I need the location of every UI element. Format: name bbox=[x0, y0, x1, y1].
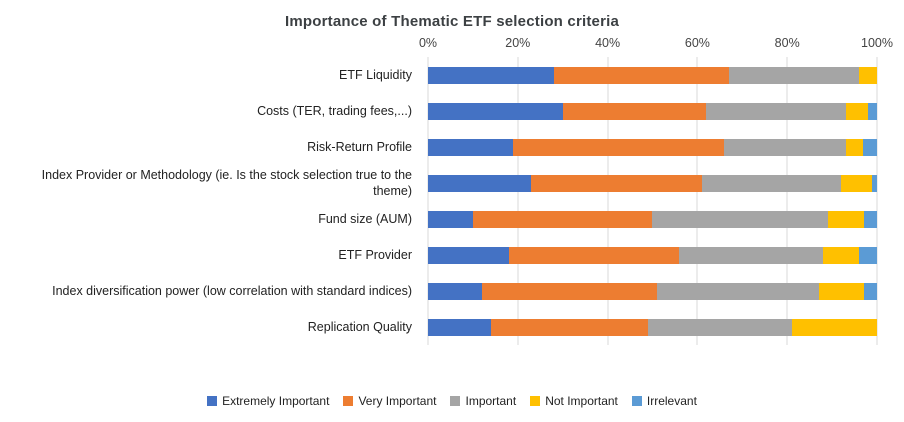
x-axis: 0% 20% 40% 60% 80% 100% bbox=[419, 36, 893, 51]
bar-segment-important bbox=[706, 102, 846, 120]
gridline bbox=[517, 57, 519, 345]
category-label: ETF Provider bbox=[338, 247, 412, 262]
bar-segment-extremely-important bbox=[428, 174, 532, 192]
legend-swatch bbox=[207, 396, 218, 406]
x-axis-tick: 20% bbox=[505, 36, 531, 50]
category-label: ETF Liquidity bbox=[339, 67, 412, 82]
chart-row: Risk-Return Profile bbox=[0, 129, 877, 165]
x-axis-tick: 80% bbox=[774, 36, 800, 50]
legend-label: Extremely Important bbox=[222, 394, 330, 408]
legend-item: Very Important bbox=[343, 394, 436, 408]
x-axis-tick: 100% bbox=[861, 36, 893, 50]
legend-swatch bbox=[631, 396, 642, 406]
bar-segment-extremely-important bbox=[428, 210, 473, 228]
bar-segment-not-important bbox=[818, 282, 864, 300]
bar-segment-important bbox=[724, 138, 846, 156]
legend-item: Extremely Important bbox=[207, 394, 329, 408]
bar-track bbox=[428, 318, 877, 336]
gridline bbox=[607, 57, 609, 345]
gridline bbox=[427, 57, 429, 345]
bar-segment-very-important bbox=[508, 246, 680, 264]
bar-segment-very-important bbox=[531, 174, 702, 192]
chart-title: Importance of Thematic ETF selection cri… bbox=[284, 13, 620, 30]
bar-segment-irrelevant bbox=[863, 210, 877, 228]
category-label: Replication Quality bbox=[307, 319, 412, 334]
bar-segment-extremely-important bbox=[428, 66, 554, 84]
chart-row: Index Provider or Methodology (ie. Is th… bbox=[0, 165, 877, 201]
bar-rows: ETF Liquidity Costs (TER, trading fees,..… bbox=[0, 57, 877, 345]
bar-segment-irrelevant bbox=[872, 174, 877, 192]
gridline bbox=[786, 57, 788, 345]
bar-segment-very-important bbox=[553, 66, 729, 84]
bar-segment-irrelevant bbox=[867, 102, 877, 120]
legend-swatch bbox=[343, 396, 354, 406]
x-axis-tick: 60% bbox=[684, 36, 710, 50]
category-label: Fund size (AUM) bbox=[318, 211, 412, 226]
bar-segment-important bbox=[648, 318, 792, 336]
legend-label: Important bbox=[465, 394, 517, 408]
bar-segment-important bbox=[679, 246, 824, 264]
legend-label: Not Important bbox=[545, 394, 618, 408]
bar-track bbox=[428, 138, 877, 156]
chart-row: Fund size (AUM) bbox=[0, 201, 877, 237]
legend-label: Irrelevant bbox=[646, 394, 697, 408]
bar-segment-not-important bbox=[841, 174, 873, 192]
bar-segment-extremely-important bbox=[428, 318, 491, 336]
bar-track bbox=[428, 174, 877, 192]
bar-segment-irrelevant bbox=[859, 246, 877, 264]
legend-swatch bbox=[530, 396, 541, 406]
bar-segment-very-important bbox=[490, 318, 648, 336]
bar-segment-very-important bbox=[513, 138, 725, 156]
category-label: Index diversification power (low correla… bbox=[52, 283, 412, 298]
bar-segment-extremely-important bbox=[428, 282, 482, 300]
bar-track bbox=[428, 246, 877, 264]
bar-segment-important bbox=[728, 66, 860, 84]
bar-segment-important bbox=[656, 282, 819, 300]
bar-segment-not-important bbox=[823, 246, 859, 264]
bar-track bbox=[428, 282, 877, 300]
chart-row: ETF Provider bbox=[0, 237, 877, 273]
bar-segment-very-important bbox=[472, 210, 653, 228]
chart-row: Index diversification power (low correla… bbox=[0, 273, 877, 309]
gridlines bbox=[427, 57, 878, 345]
bar-segment-not-important bbox=[859, 66, 877, 84]
chart-row: Replication Quality bbox=[0, 309, 877, 345]
bar-track bbox=[428, 66, 877, 84]
legend-label: Very Important bbox=[358, 394, 437, 408]
bar-segment-irrelevant bbox=[863, 282, 877, 300]
legend-item: Important bbox=[450, 394, 516, 408]
bar-segment-not-important bbox=[827, 210, 864, 228]
bar-segment-irrelevant bbox=[863, 138, 877, 156]
category-label: Risk-Return Profile bbox=[307, 139, 412, 154]
category-label: Costs (TER, trading fees,...) bbox=[257, 103, 412, 118]
bar-segment-very-important bbox=[481, 282, 657, 300]
x-axis-tick: 0% bbox=[418, 36, 438, 50]
bar-segment-important bbox=[652, 210, 828, 228]
legend-swatch bbox=[450, 396, 461, 406]
bar-segment-not-important bbox=[845, 102, 868, 120]
bar-segment-very-important bbox=[562, 102, 707, 120]
bar-track bbox=[428, 210, 877, 228]
chart-row: ETF Liquidity bbox=[0, 57, 877, 93]
gridline bbox=[696, 57, 698, 345]
bar-segment-extremely-important bbox=[428, 138, 514, 156]
legend-item: Irrelevant bbox=[631, 394, 697, 408]
x-axis-tick: 40% bbox=[595, 36, 621, 50]
gridline bbox=[876, 57, 878, 345]
bar-segment-extremely-important bbox=[428, 102, 563, 120]
legend-item: Not Important bbox=[530, 394, 618, 408]
category-label: Index Provider or Methodology (ie. Is th… bbox=[41, 167, 412, 198]
bar-segment-not-important bbox=[791, 318, 877, 336]
bar-segment-not-important bbox=[845, 138, 864, 156]
chart-row: Costs (TER, trading fees,...) bbox=[0, 93, 877, 129]
bar-segment-extremely-important bbox=[428, 246, 509, 264]
bar-segment-important bbox=[701, 174, 842, 192]
bar-track bbox=[428, 102, 877, 120]
legend: Extremely Important Very Important Importa… bbox=[0, 394, 904, 408]
